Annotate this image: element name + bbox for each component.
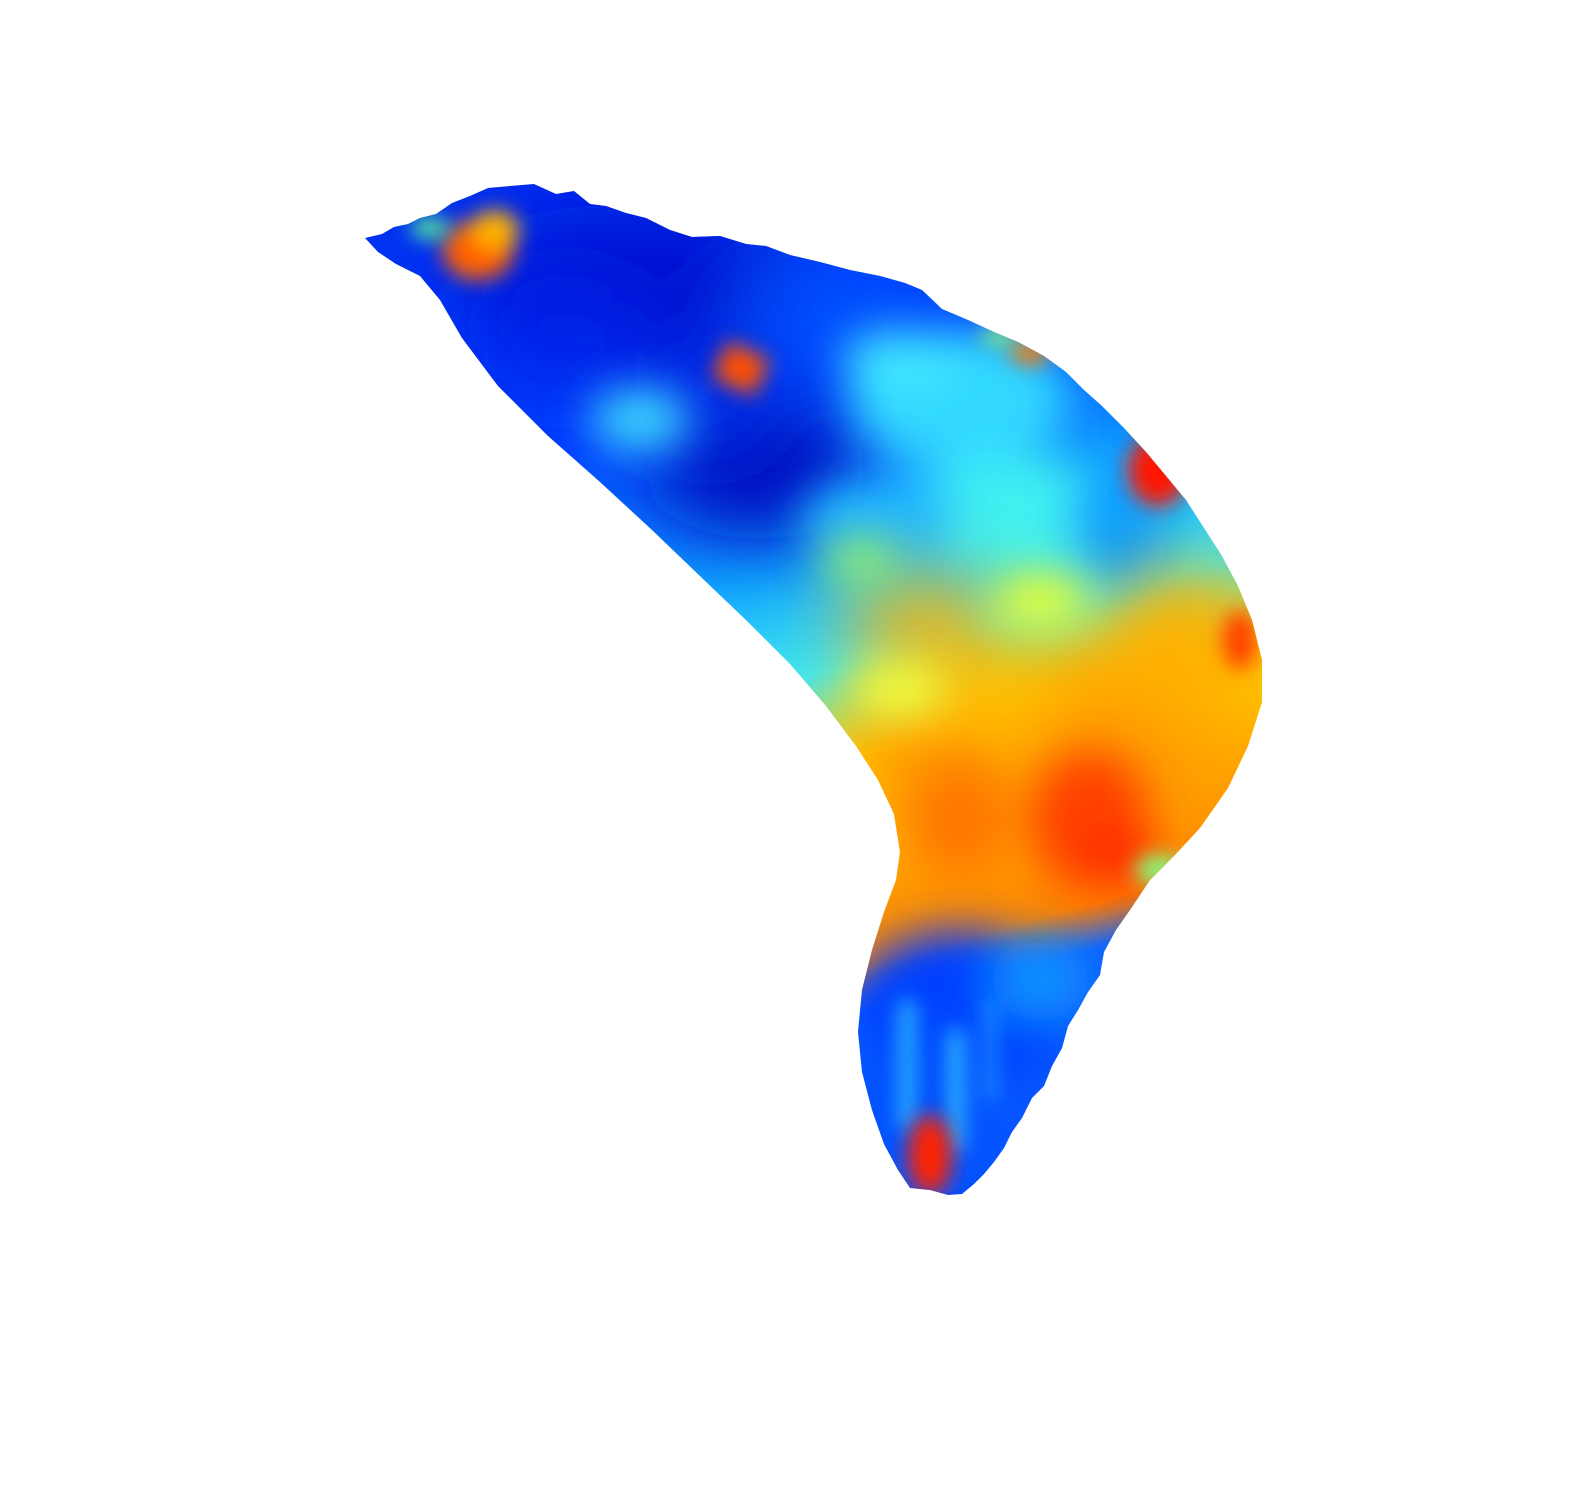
heatmap-surface: [365, 184, 1262, 1195]
